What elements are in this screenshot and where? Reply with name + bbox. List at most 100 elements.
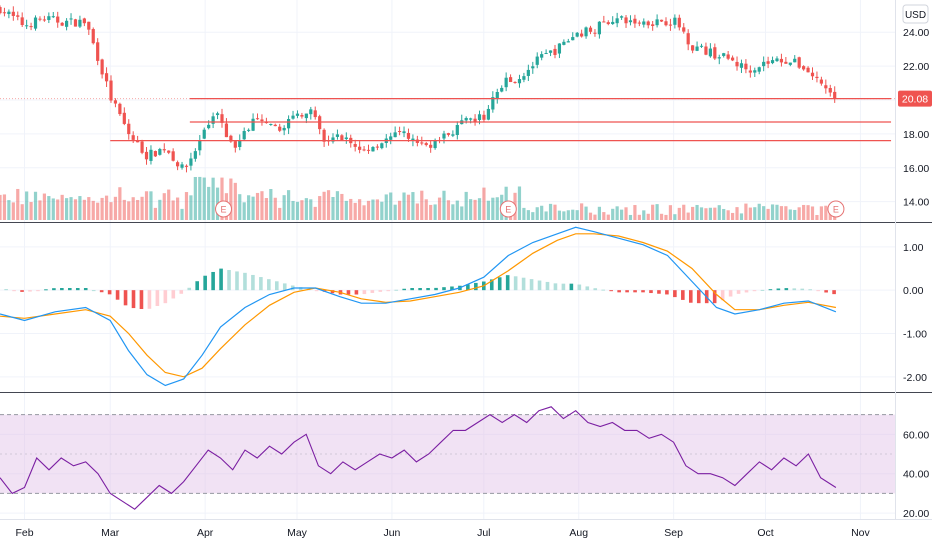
volume-bar xyxy=(42,193,46,220)
volume-bar xyxy=(384,194,388,220)
earnings-marker[interactable] xyxy=(827,200,845,218)
macd-histogram-bar xyxy=(800,288,805,291)
candle-body xyxy=(495,92,499,99)
volume-bar xyxy=(802,204,806,220)
macd-histogram-bar xyxy=(378,290,383,292)
volume-bar xyxy=(11,202,15,220)
candle-body xyxy=(770,60,775,64)
macd-histogram-bar xyxy=(696,290,701,304)
rsi-y-tick-label: 40.00 xyxy=(903,469,929,481)
macd-histogram-bar xyxy=(75,288,80,291)
volume-bar xyxy=(64,198,69,220)
macd-histogram-bar xyxy=(497,277,502,291)
volume-bar xyxy=(406,194,411,220)
candle-body xyxy=(247,129,251,131)
x-tick-label-mar: Mar xyxy=(101,527,120,539)
macd-histogram-bar xyxy=(585,286,590,291)
candle-body xyxy=(82,18,86,24)
macd-histogram-bar xyxy=(211,271,215,291)
last-price-value: 20.08 xyxy=(902,94,928,106)
earnings-marker[interactable] xyxy=(215,200,233,218)
macd-histogram-bar xyxy=(736,290,741,294)
support-levels-layer xyxy=(0,98,895,142)
candle-body xyxy=(535,56,539,65)
volume-bar xyxy=(726,210,730,220)
earnings-marker[interactable] xyxy=(499,200,517,218)
price-y-tick-label: 24.00 xyxy=(903,27,929,39)
candle-body xyxy=(819,79,823,84)
volume-bar xyxy=(753,207,757,220)
rsi-pane xyxy=(0,393,895,519)
volume-bar xyxy=(677,207,681,220)
candle-body xyxy=(615,18,619,24)
macd-histogram-bar xyxy=(505,275,510,291)
volume-bar xyxy=(415,203,419,220)
candle-body xyxy=(664,21,668,26)
candle-body xyxy=(646,21,650,26)
candle-body xyxy=(33,17,38,29)
macd-histogram-bar xyxy=(147,290,152,309)
candle-body xyxy=(757,67,761,72)
candle-body xyxy=(16,15,20,17)
volume-bar xyxy=(318,196,322,220)
candle-body xyxy=(47,16,51,20)
x-tick-label-nov: Nov xyxy=(851,527,870,539)
candle-body xyxy=(113,100,118,104)
macd-line xyxy=(0,226,837,387)
macd-histogram-bar xyxy=(386,290,391,292)
earnings-marker-label: E xyxy=(833,205,839,215)
currency-label[interactable]: USD xyxy=(905,10,926,21)
candle-body xyxy=(482,114,486,120)
macd-histogram-bar xyxy=(418,288,422,291)
volume-bar xyxy=(624,207,628,220)
macd-histogram-bar xyxy=(760,289,765,291)
candle-body xyxy=(611,21,615,25)
candle-body xyxy=(802,66,806,70)
volume-bar xyxy=(735,207,739,220)
volume-bar xyxy=(704,208,708,220)
volume-bar xyxy=(278,207,282,220)
volume-bar xyxy=(651,204,655,220)
candle-body xyxy=(411,138,415,141)
candle-body xyxy=(29,26,33,28)
candle-body xyxy=(793,58,797,63)
volume-bar xyxy=(198,176,202,220)
volume-bar xyxy=(193,176,197,220)
macd-histogram-bar xyxy=(394,289,399,291)
volume-bar xyxy=(189,195,193,220)
indicator-lines-layer xyxy=(0,226,837,510)
candle-body xyxy=(229,135,233,142)
volume-bar xyxy=(69,197,73,220)
candle-body xyxy=(335,134,340,137)
macd-histogram-bar xyxy=(625,290,629,293)
volume-bar xyxy=(47,196,51,220)
volume-bar xyxy=(238,194,242,220)
macd-histogram-bar xyxy=(91,290,96,292)
candle-body xyxy=(451,134,455,136)
currency-box[interactable] xyxy=(902,4,929,24)
price-y-tick-label: 14.00 xyxy=(903,197,929,209)
candle-body xyxy=(526,69,530,76)
candle-body xyxy=(540,54,544,58)
volume-bar xyxy=(167,189,171,220)
volume-bar xyxy=(56,199,60,220)
macd-histogram-bar xyxy=(155,290,160,306)
volume-bar xyxy=(260,191,264,220)
candle-body xyxy=(153,151,157,157)
volume-bar xyxy=(295,201,300,220)
candle-body xyxy=(393,132,397,138)
macd-histogram-bar xyxy=(314,290,319,292)
candle-body xyxy=(56,16,60,23)
candle-body xyxy=(624,17,628,24)
macd-histogram-bar xyxy=(529,279,534,291)
candle-body xyxy=(446,133,451,135)
x-tick-label-sep: Sep xyxy=(664,527,683,539)
volume-bar xyxy=(535,207,539,220)
macd-histogram-layer xyxy=(4,268,836,310)
macd-histogram-bar xyxy=(83,288,88,291)
macd-histogram-bar xyxy=(537,280,542,291)
macd-histogram-bar xyxy=(44,289,48,291)
candle-body xyxy=(144,151,149,160)
volume-bar xyxy=(127,201,131,220)
candle-body xyxy=(220,114,224,123)
